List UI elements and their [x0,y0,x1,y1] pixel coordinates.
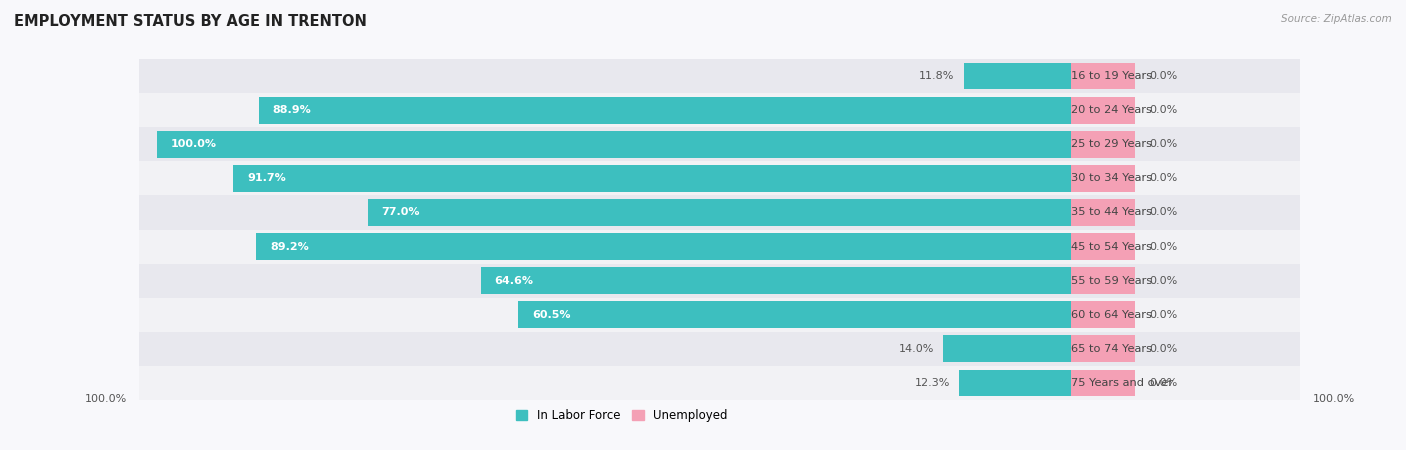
Bar [1071,63,1135,90]
Bar [259,97,1071,123]
Text: 0.0%: 0.0% [1149,310,1177,320]
Text: 89.2%: 89.2% [270,242,309,252]
Bar [1071,233,1135,260]
Text: 35 to 44 Years: 35 to 44 Years [1071,207,1153,217]
Text: 14.0%: 14.0% [898,344,934,354]
Bar [1071,131,1135,158]
Bar [959,369,1071,396]
Bar [139,127,1299,162]
Text: 55 to 59 Years: 55 to 59 Years [1071,275,1153,286]
Text: EMPLOYMENT STATUS BY AGE IN TRENTON: EMPLOYMENT STATUS BY AGE IN TRENTON [14,14,367,28]
Legend: In Labor Force, Unemployed: In Labor Force, Unemployed [510,405,733,427]
Text: 0.0%: 0.0% [1149,173,1177,184]
Text: 60 to 64 Years: 60 to 64 Years [1071,310,1153,320]
Text: 65 to 74 Years: 65 to 74 Years [1071,344,1153,354]
Text: 91.7%: 91.7% [247,173,285,184]
Text: 88.9%: 88.9% [273,105,311,115]
Bar [139,264,1299,297]
Bar [139,297,1299,332]
Bar [481,267,1071,294]
Bar [519,302,1071,328]
Bar [139,93,1299,127]
Text: 12.3%: 12.3% [914,378,950,388]
Text: 64.6%: 64.6% [495,275,534,286]
Text: 60.5%: 60.5% [531,310,571,320]
Text: 0.0%: 0.0% [1149,378,1177,388]
Text: 77.0%: 77.0% [381,207,420,217]
Bar [139,195,1299,230]
Bar [157,131,1071,158]
Text: 0.0%: 0.0% [1149,140,1177,149]
Text: 0.0%: 0.0% [1149,207,1177,217]
Bar [139,230,1299,264]
Bar [139,59,1299,93]
Text: 100.0%: 100.0% [172,140,217,149]
Bar [367,199,1071,226]
Bar [256,233,1071,260]
Bar [1071,165,1135,192]
Bar [1071,369,1135,396]
Text: 0.0%: 0.0% [1149,105,1177,115]
Text: 30 to 34 Years: 30 to 34 Years [1071,173,1153,184]
Text: 16 to 19 Years: 16 to 19 Years [1071,71,1153,81]
Bar [139,332,1299,366]
Text: 0.0%: 0.0% [1149,242,1177,252]
Text: 45 to 54 Years: 45 to 54 Years [1071,242,1153,252]
Bar [1071,267,1135,294]
Bar [963,63,1071,90]
Text: 20 to 24 Years: 20 to 24 Years [1071,105,1153,115]
Bar [1071,336,1135,362]
Bar [1071,302,1135,328]
Bar [139,366,1299,400]
Text: 0.0%: 0.0% [1149,344,1177,354]
Bar [1071,97,1135,123]
Text: 11.8%: 11.8% [920,71,955,81]
Bar [139,162,1299,195]
Text: 0.0%: 0.0% [1149,275,1177,286]
Bar [943,336,1071,362]
Text: 0.0%: 0.0% [1149,71,1177,81]
Text: Source: ZipAtlas.com: Source: ZipAtlas.com [1281,14,1392,23]
Text: 100.0%: 100.0% [84,394,127,404]
Text: 25 to 29 Years: 25 to 29 Years [1071,140,1153,149]
Text: 100.0%: 100.0% [1312,394,1354,404]
Bar [233,165,1071,192]
Bar [1071,199,1135,226]
Text: 75 Years and over: 75 Years and over [1071,378,1174,388]
